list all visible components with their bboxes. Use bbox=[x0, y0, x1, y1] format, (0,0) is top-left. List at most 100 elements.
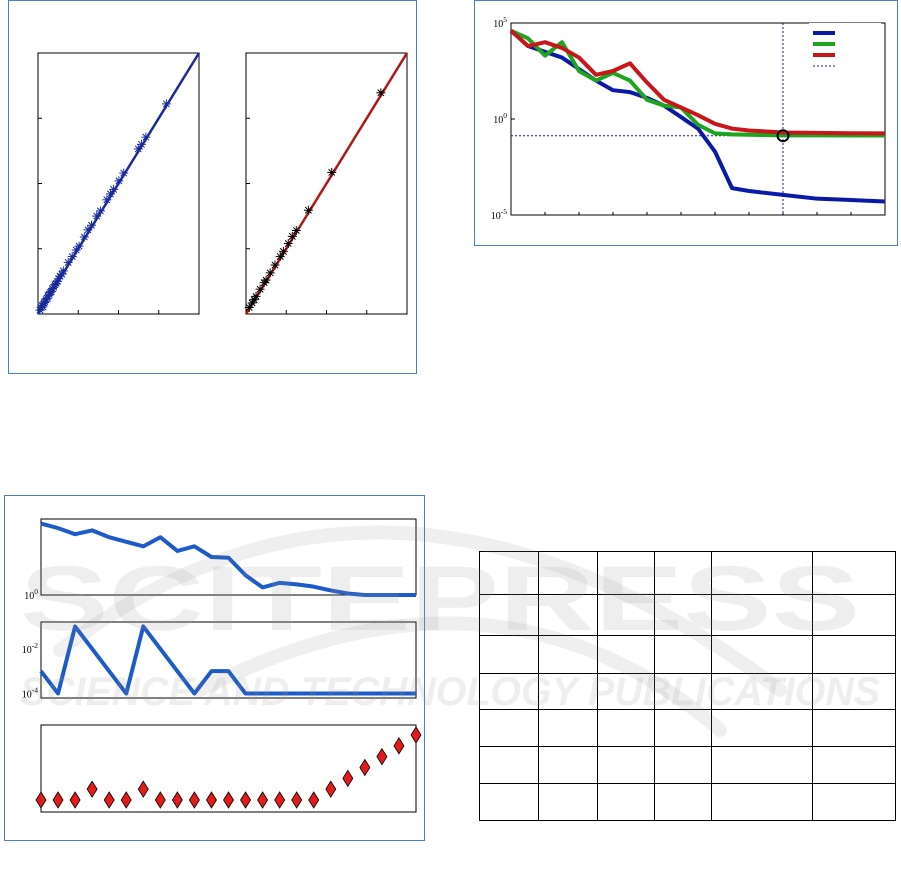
data-point bbox=[87, 220, 97, 230]
table-cell bbox=[812, 551, 896, 595]
val-fail-marker bbox=[86, 780, 98, 798]
data-point bbox=[283, 239, 293, 249]
val-fail-marker bbox=[240, 791, 252, 809]
val-fail-marker bbox=[137, 780, 149, 798]
training-state-panel: 100 10-2 10-4 bbox=[4, 495, 425, 841]
series-line-validation bbox=[510, 28, 885, 138]
val-fail-marker bbox=[308, 791, 320, 809]
data-point bbox=[278, 246, 288, 256]
val-fail-marker bbox=[205, 791, 217, 809]
legend-box bbox=[809, 23, 881, 75]
data-point bbox=[255, 284, 265, 294]
data-point bbox=[161, 99, 171, 109]
table-cell bbox=[812, 783, 896, 821]
data-point bbox=[58, 266, 68, 276]
data-point bbox=[303, 205, 313, 215]
table-cell bbox=[812, 594, 896, 636]
gradient-line bbox=[40, 521, 416, 597]
data-point bbox=[105, 189, 115, 199]
table-row bbox=[479, 551, 896, 595]
val-fail-marker bbox=[223, 791, 234, 809]
data-point bbox=[244, 302, 254, 312]
val-fail-marker bbox=[69, 791, 81, 809]
table-cell bbox=[711, 551, 813, 595]
val-fail-marker bbox=[291, 791, 303, 809]
data-point bbox=[376, 88, 386, 98]
table-cell bbox=[711, 783, 813, 821]
table-cell bbox=[812, 746, 896, 784]
data-point bbox=[275, 252, 285, 262]
table-cell bbox=[711, 709, 813, 747]
table-cell bbox=[538, 709, 598, 747]
y-tick-label: 100 bbox=[493, 111, 507, 126]
val-fail-marker bbox=[274, 791, 286, 809]
data-point bbox=[83, 225, 93, 235]
y-tick-label: 100 bbox=[24, 587, 38, 602]
table-cell bbox=[479, 673, 539, 710]
val-fail-marker bbox=[171, 791, 183, 809]
ann-model-panel bbox=[8, 0, 417, 374]
table-cell bbox=[711, 673, 813, 710]
data-point bbox=[136, 139, 146, 149]
table-cell bbox=[711, 635, 813, 674]
val-fail-marker bbox=[359, 758, 371, 777]
data-point bbox=[291, 225, 301, 235]
data-point bbox=[265, 268, 275, 278]
val-fail-marker bbox=[342, 769, 354, 788]
table-cell bbox=[597, 594, 655, 636]
performance-chart: 105 100 10-5 bbox=[491, 15, 886, 222]
val-fail-marker bbox=[188, 791, 200, 809]
series-line-test bbox=[509, 29, 886, 136]
data-point bbox=[133, 144, 143, 154]
data-point bbox=[261, 275, 271, 285]
val-fail-marker bbox=[410, 726, 422, 744]
training-state-figure: 100 10-2 10-4 bbox=[22, 518, 422, 813]
table-cell bbox=[654, 783, 712, 821]
table-cell bbox=[479, 594, 539, 636]
table-cell bbox=[597, 709, 655, 747]
table-row bbox=[479, 783, 896, 821]
val-fail-marker bbox=[325, 780, 337, 798]
table-cell bbox=[538, 746, 598, 784]
val-fail-marker bbox=[35, 791, 47, 809]
val-fail-marker bbox=[376, 747, 388, 766]
table-cell bbox=[711, 746, 813, 784]
table-cell bbox=[538, 635, 598, 674]
plot-area bbox=[40, 621, 417, 699]
data-point bbox=[327, 167, 337, 177]
val-fail-marker bbox=[120, 791, 132, 809]
ann-model-figure bbox=[35, 52, 409, 315]
data-point bbox=[92, 211, 102, 221]
data-point bbox=[79, 232, 89, 242]
best-marker bbox=[776, 129, 790, 143]
data-point bbox=[270, 260, 280, 270]
empty-table bbox=[479, 551, 896, 821]
table-cell bbox=[654, 673, 712, 710]
table-cell bbox=[812, 709, 896, 747]
table-cell bbox=[654, 746, 712, 784]
data-point bbox=[287, 231, 297, 241]
data-point bbox=[67, 252, 77, 262]
table-cell bbox=[654, 635, 712, 674]
table-cell bbox=[812, 673, 896, 710]
table-cell bbox=[597, 673, 655, 710]
val-fail-marker bbox=[52, 791, 64, 809]
data-point bbox=[251, 291, 261, 301]
val-fail-marker bbox=[103, 791, 115, 809]
data-point bbox=[109, 184, 119, 194]
data-point bbox=[95, 206, 105, 216]
table-cell bbox=[654, 551, 712, 595]
table-row bbox=[479, 594, 896, 636]
table-cell bbox=[597, 635, 655, 674]
y-tick-label: 10-5 bbox=[491, 207, 507, 222]
table-cell bbox=[812, 635, 896, 674]
data-point bbox=[141, 132, 151, 142]
table-cell bbox=[654, 594, 712, 636]
table-cell bbox=[479, 783, 539, 821]
table-row bbox=[479, 673, 896, 710]
table-row bbox=[479, 746, 896, 784]
table-row bbox=[479, 635, 896, 674]
val-fail-marker bbox=[154, 791, 166, 809]
table-cell bbox=[479, 746, 539, 784]
y-tick-label: 10-2 bbox=[22, 641, 38, 656]
